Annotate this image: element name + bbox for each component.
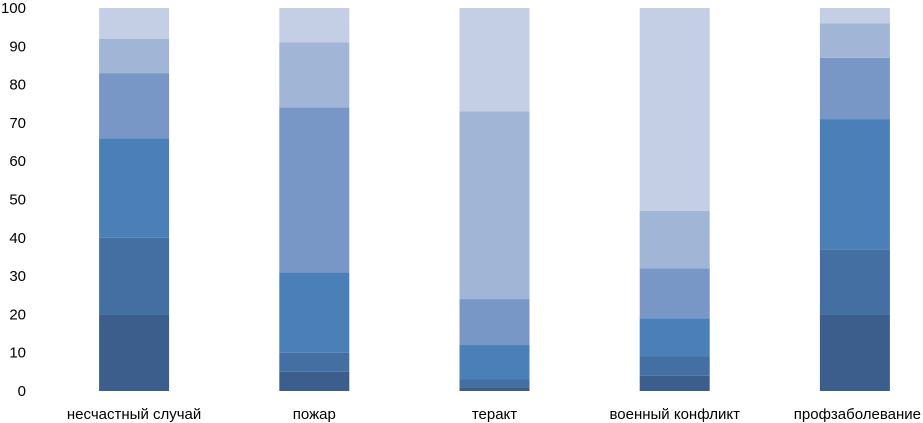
- bar-segment: [639, 375, 710, 391]
- bar-segment: [459, 299, 530, 346]
- bar-segment: [639, 8, 710, 211]
- bar-segment: [279, 107, 350, 273]
- bar-segment: [279, 8, 350, 43]
- x-tick-label: пожар: [293, 406, 336, 423]
- y-tick-label: 90: [9, 38, 26, 55]
- y-tick-label: 30: [9, 268, 26, 285]
- bar-segment: [819, 57, 890, 120]
- bar-segment: [459, 387, 530, 391]
- bar-stack: [99, 8, 170, 391]
- bar-stack: [639, 8, 710, 391]
- y-tick-label: 100: [1, 0, 26, 17]
- y-tick-label: 40: [9, 230, 26, 247]
- x-tick-label: профзаболевание: [794, 406, 921, 423]
- bar-segment: [459, 379, 530, 388]
- bar-segment: [279, 42, 350, 108]
- x-tick-label: несчастный случай: [67, 406, 201, 423]
- y-tick-label: 10: [9, 345, 26, 362]
- bar-segment: [99, 73, 170, 139]
- y-tick-label: 0: [18, 383, 26, 400]
- x-axis: несчастный случай пожар теракт военный конф…: [67, 406, 921, 423]
- bar-segment: [279, 272, 350, 353]
- bar-segment: [819, 8, 890, 24]
- bar-segment: [99, 237, 170, 315]
- y-tick-label: 70: [9, 115, 26, 132]
- y-axis: 0 10 20 30 40 50 60 70 80 90 100: [1, 0, 26, 400]
- bar-stack: [459, 8, 530, 391]
- bar-segment: [819, 23, 890, 58]
- x-tick-label: военный конфликт: [609, 406, 740, 423]
- bar-segment: [819, 119, 890, 250]
- y-tick-label: 50: [9, 192, 26, 209]
- y-tick-label: 20: [9, 306, 26, 323]
- bar-segment: [99, 138, 170, 238]
- y-tick-label: 80: [9, 77, 26, 94]
- bars: [99, 8, 890, 391]
- bar-stack: [279, 8, 350, 391]
- y-tick-label: 60: [9, 153, 26, 170]
- bar-segment: [639, 268, 710, 319]
- bar-segment: [279, 352, 350, 372]
- bar-segment: [459, 8, 530, 112]
- bar-segment: [819, 249, 890, 315]
- bar-segment: [99, 38, 170, 74]
- bar-segment: [459, 345, 530, 380]
- bar-segment: [819, 314, 890, 391]
- bar-segment: [639, 356, 710, 376]
- bar-segment: [459, 111, 530, 300]
- bar-segment: [99, 8, 170, 39]
- bar-segment: [639, 318, 710, 357]
- bar-segment: [99, 314, 170, 391]
- bar-segment: [279, 371, 350, 391]
- bar-segment: [639, 210, 710, 269]
- x-tick-label: теракт: [472, 406, 517, 423]
- bar-stack: [819, 8, 890, 391]
